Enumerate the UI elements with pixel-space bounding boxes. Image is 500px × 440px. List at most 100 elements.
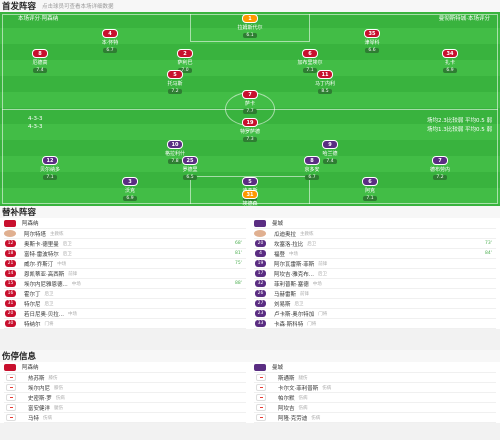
away-coach-row[interactable]: 瓜迪奥拉 主教练: [254, 229, 496, 239]
injury-icon: [6, 384, 16, 391]
away-player[interactable]: 9 哈兰德 7.4: [300, 140, 360, 164]
away-player[interactable]: 10 格拉利什 7.8: [145, 140, 205, 164]
injury-row[interactable]: 热苏斯 膝伤: [4, 373, 246, 383]
player-rating: 7.7: [243, 109, 257, 114]
sub-player-position: 门将: [318, 311, 328, 317]
away-player[interactable]: 12 贝尔纳多 7.1: [20, 156, 80, 180]
injury-row[interactable]: 斯通斯 腿伤: [254, 373, 496, 383]
injury-row[interactable]: 阿隆·克劳迪 伤病: [254, 413, 496, 423]
sub-player-row[interactable]: 12 奥斯卡·德里曼 后卫 68': [4, 239, 246, 249]
sub-player-row[interactable]: 4 福登 中场 84': [254, 249, 496, 259]
injury-icon: [256, 384, 266, 391]
injury-reason: 伤病: [55, 395, 65, 401]
away-subs-list: 20 坎塞洛·拉比 后卫 73' 4 福登 中场 84' 19 阿尔瓦雷斯·菲斯 前锋 17 阿坎吉·雅…: [254, 239, 496, 329]
injury-row[interactable]: 马特 伤病: [4, 413, 246, 423]
shirt-icon: 9: [322, 140, 338, 149]
injury-row[interactable]: 史密斯·罗 伤病: [4, 393, 246, 403]
shirt-icon: 12: [5, 240, 16, 247]
sub-player-row[interactable]: 17 阿坎吉·雅克布... 后卫: [254, 269, 496, 279]
injury-reason: 伤病: [322, 385, 332, 391]
sub-player-position: 前锋: [318, 261, 328, 267]
sub-player-row[interactable]: 18 富特·雷波特尔 后卫 81': [4, 249, 246, 259]
shirt-icon: 31: [5, 300, 16, 307]
injury-row[interactable]: 阿坎吉 伤病: [254, 403, 496, 413]
injury-row[interactable]: 帕尔默 伤病: [254, 393, 496, 403]
sub-player-position: 后卫: [294, 301, 304, 307]
shirt-icon: 17: [255, 270, 266, 277]
away-player[interactable]: 3 沃克 6.9: [100, 177, 160, 201]
player-rating: 7.1: [303, 68, 317, 73]
injury-reason: 腿伤: [54, 405, 64, 411]
home-coach-row[interactable]: 阿尔特塔 主教练: [4, 229, 246, 239]
sub-player-name: 若日尼奥·贝拉...: [24, 311, 64, 318]
shirt-icon: 4: [255, 250, 266, 257]
injured-player-name: 马特: [28, 415, 40, 422]
home-player[interactable]: 4 本·怀特 6.7: [80, 29, 140, 53]
away-injuries-team-name: 曼城: [272, 365, 284, 371]
shirt-icon: 31: [242, 190, 258, 199]
shirt-icon: 30: [5, 320, 16, 327]
sub-player-row[interactable]: 19 阿尔瓦雷斯·菲斯 前锋: [254, 259, 496, 269]
player-rating: 6.5: [183, 175, 197, 180]
sub-player-row[interactable]: 15 埃尔内尼雅恩德... 中场 88': [4, 279, 246, 289]
sub-player-row[interactable]: 16 霍尔丁 后卫: [4, 289, 246, 299]
shirt-icon: 19: [242, 118, 258, 127]
mancity-badge-icon: [254, 363, 266, 371]
sub-player-row[interactable]: 21 威尔·乔斯汀 中场 75': [4, 259, 246, 269]
sub-player-row[interactable]: 14 恩凯蒂亚·高西斯 前锋: [4, 269, 246, 279]
injury-row[interactable]: 卡尔文·菲利普斯 伤病: [254, 383, 496, 393]
shirt-icon: 16: [5, 290, 16, 297]
away-player[interactable]: 7 德布劳内 7.2: [410, 156, 470, 180]
sub-player-row[interactable]: 20 若日尼奥·贝拉... 中场: [4, 309, 246, 319]
sub-player-name: 阿尔瓦雷斯·菲斯: [274, 261, 315, 268]
sub-player-position: 中场: [68, 311, 77, 317]
home-player[interactable]: 11 马丁内利 8.5: [295, 70, 355, 94]
sub-player-row[interactable]: 32 菲利普斯·塞德 中场: [254, 279, 496, 289]
injury-row[interactable]: 富安健洋 腿伤: [4, 403, 246, 413]
home-player[interactable]: 8 厄德高 7.4: [10, 49, 70, 73]
sub-player-name: 卡森·斯科特: [274, 321, 304, 328]
shirt-icon: 32: [255, 280, 266, 287]
sub-player-row[interactable]: 27 刘易斯 后卫: [254, 299, 496, 309]
sub-player-row[interactable]: 20 坎塞洛·拉比 后卫 73': [254, 239, 496, 249]
away-player[interactable]: 31埃德森6.4: [220, 190, 280, 206]
shirt-icon: 2: [177, 49, 193, 58]
away-penalty-box: [190, 176, 310, 204]
player-name: 特罗萨德: [239, 129, 260, 135]
sub-player-row[interactable]: 33 卡森·斯科特 门将: [254, 319, 496, 329]
home-player[interactable]: 6 加布里埃尔 7.1: [280, 49, 340, 73]
away-coach-role: 主教练: [300, 231, 314, 237]
sub-player-row[interactable]: 23 卢卡斯·奥尔特加 门将: [254, 309, 496, 319]
home-player[interactable]: 35 津琴科 6.6: [342, 29, 402, 53]
player-rating: 7.1: [363, 196, 377, 201]
injury-row[interactable]: 埃尔内尼 膝伤: [4, 383, 246, 393]
shirt-icon: 10: [167, 140, 183, 149]
sub-player-row[interactable]: 26 马赫雷斯 前锋: [254, 289, 496, 299]
sub-player-row[interactable]: 30 特纳尔 门将: [4, 319, 246, 329]
home-player[interactable]: 5 托马斯 7.2: [145, 70, 205, 94]
home-player[interactable]: 7 萨卡 7.7: [220, 90, 280, 114]
shirt-icon: 20: [255, 240, 266, 247]
home-formation-note: 4-3-3: [28, 124, 43, 130]
away-subs-column: 曼城 瓜迪奥拉 主教练 20 坎塞洛·拉比 后卫 73' 4 福登 中场 84' 19 阿尔瓦雷斯…: [250, 218, 500, 329]
sub-player-name: 奥斯卡·德里曼: [24, 241, 59, 248]
home-player[interactable]: 19 特罗萨德 7.3: [220, 118, 280, 142]
player-name: 京多安: [304, 167, 320, 173]
sub-player-row[interactable]: 31 特尔尼 后卫: [4, 299, 246, 309]
player-rating: 7.1: [43, 175, 57, 180]
home-player[interactable]: 1 拉姆斯代尔 6.1: [220, 14, 280, 38]
player-name: 津琴科: [364, 40, 380, 46]
player-rating: 7.2: [433, 175, 447, 180]
player-rating: 7.3: [243, 137, 257, 142]
away-player[interactable]: 8 京多安 6.7: [282, 156, 342, 180]
sub-player-name: 威尔·乔斯汀: [24, 261, 54, 268]
away-player[interactable]: 25 罗德里 6.5: [160, 156, 220, 180]
injured-player-name: 阿隆·克劳迪: [278, 415, 308, 422]
home-coach-role: 主教练: [50, 231, 64, 237]
injured-player-name: 埃尔内尼: [28, 385, 51, 392]
away-player[interactable]: 6 阿克 7.1: [340, 177, 400, 201]
home-player[interactable]: 2 萨利巴 7.0: [155, 49, 215, 73]
away-rating-note: 场均2.3比较弱 平均0.5 弱: [427, 118, 492, 124]
home-player[interactable]: 34 扎卡 6.9: [420, 49, 480, 73]
shirt-icon: 1: [242, 14, 258, 23]
